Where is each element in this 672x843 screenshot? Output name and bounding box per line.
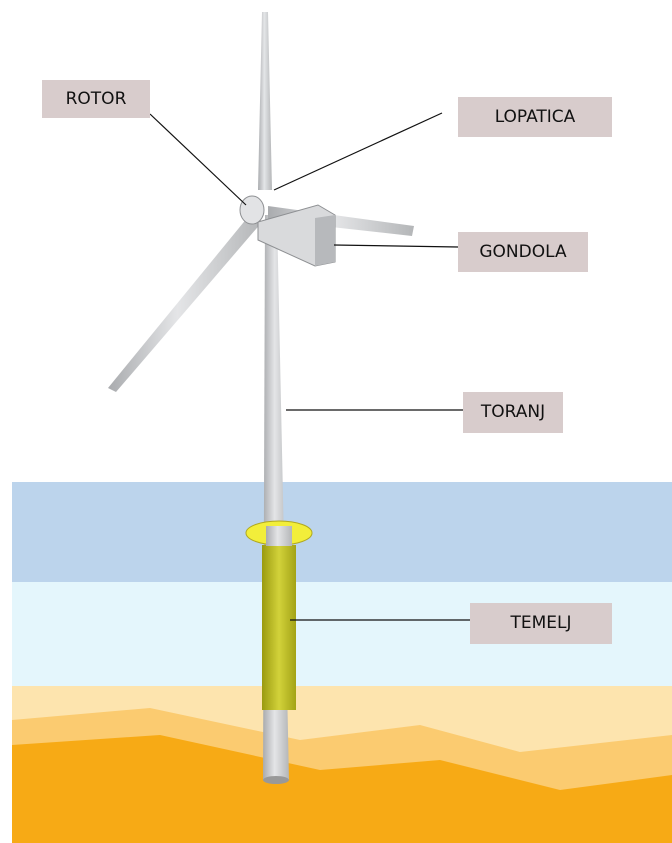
label-box [458,97,612,137]
label-gondola: GONDOLA [333,232,588,272]
label-box [458,232,588,272]
label-text: ROTOR [66,89,127,109]
turbine [108,12,414,784]
label-box [463,392,563,433]
label-text: LOPATICA [495,107,576,127]
leader-line [149,113,247,206]
label-text: TORANJ [480,402,545,422]
leader-line [273,112,443,191]
label-box [470,603,612,644]
label-temelj: TEMELJ [290,603,612,644]
label-text: GONDOLA [479,242,567,262]
label-text: TEMELJ [509,613,571,633]
label-rotor: ROTOR [42,80,247,206]
label-lopatica: LOPATICA [273,97,612,191]
background-layers [12,482,672,843]
label-box [42,80,150,118]
label-toranj: TORANJ [286,392,563,433]
leader-line [333,244,459,248]
